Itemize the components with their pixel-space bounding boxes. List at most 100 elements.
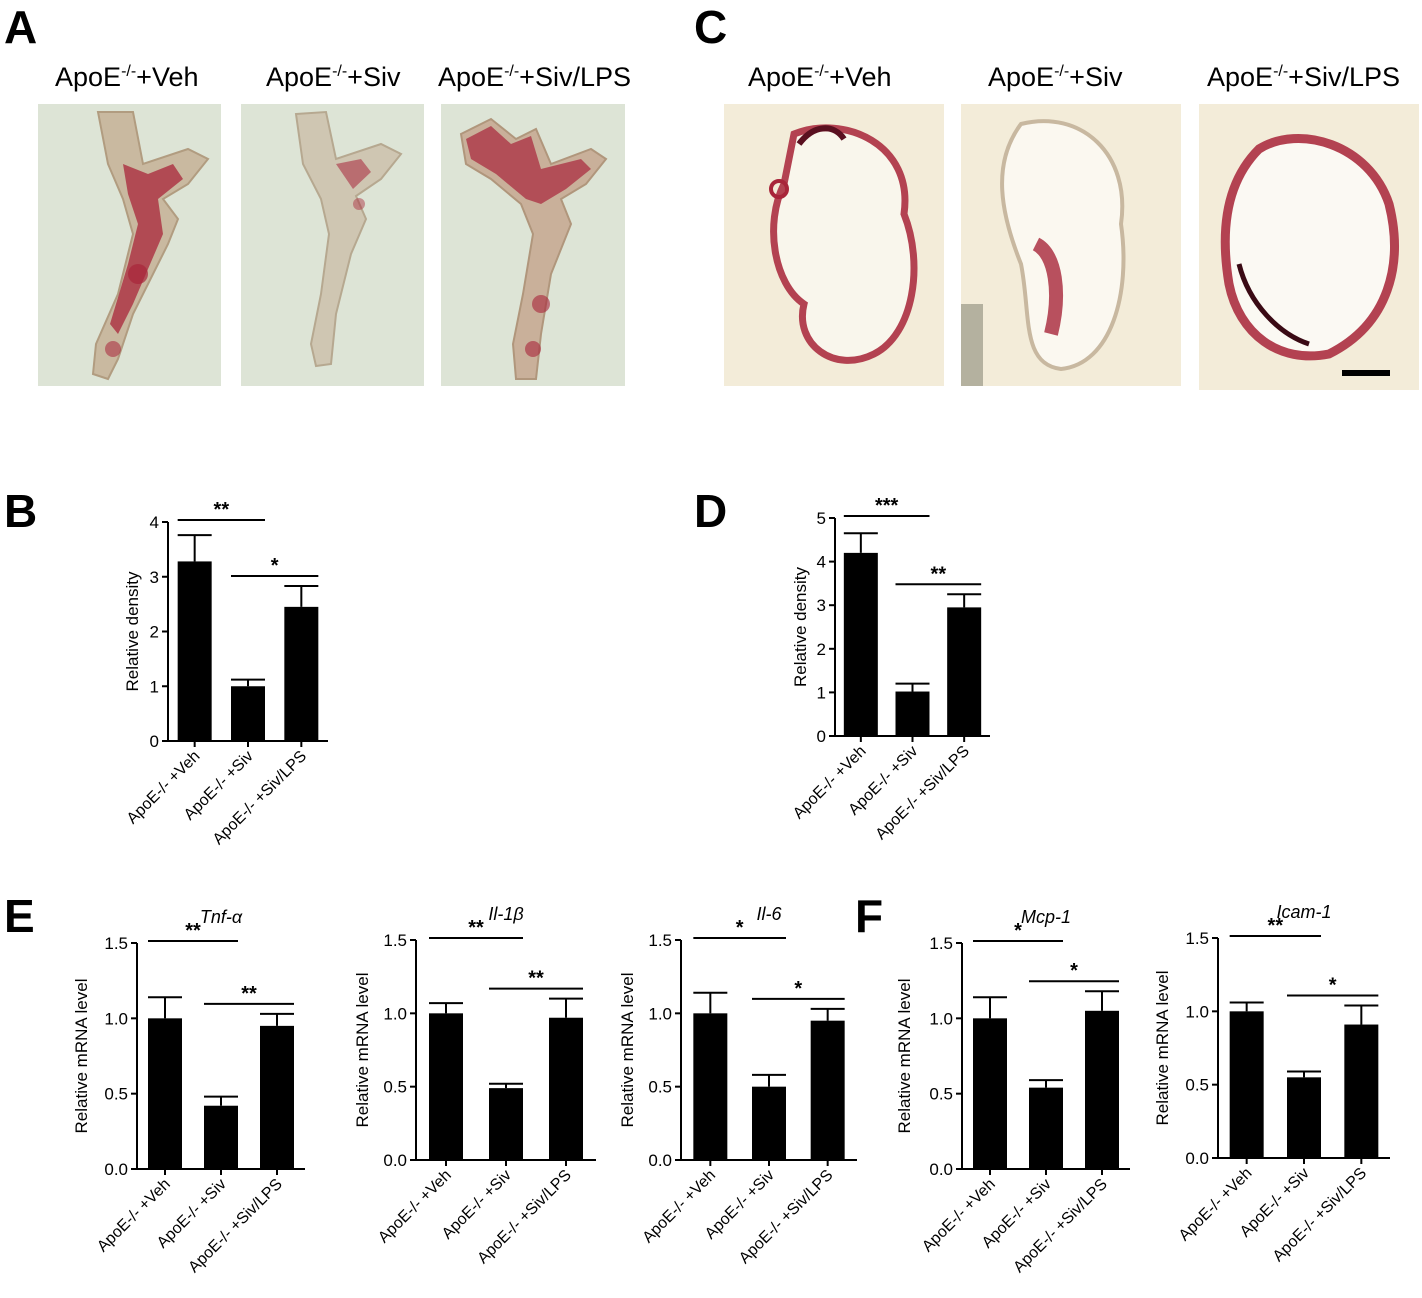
y-axis-label: Relative mRNA level: [1153, 971, 1172, 1126]
y-tick-label: 0.5: [383, 1078, 407, 1097]
y-tick-label: 1.5: [383, 931, 407, 950]
bar: [1029, 1087, 1063, 1169]
y-tick-label: 3: [817, 596, 826, 615]
significance-label: **: [1268, 915, 1284, 937]
y-tick-label: 0.0: [929, 1160, 953, 1179]
bar: [284, 606, 319, 741]
y-tick-label: 2: [150, 623, 159, 642]
bar: [231, 686, 265, 741]
panel-letter-c: C: [694, 1, 728, 53]
y-tick-label: 1.0: [104, 1009, 128, 1028]
significance-label: *: [1070, 960, 1078, 982]
bar: [1287, 1077, 1321, 1158]
y-tick-label: 2: [817, 640, 826, 659]
bar: [752, 1086, 786, 1160]
bar: [429, 1013, 463, 1160]
y-tick-label: 0: [817, 727, 826, 746]
bar: [148, 1018, 182, 1169]
section-photo-siv: [961, 104, 1181, 386]
y-tick-label: 1.0: [648, 1004, 672, 1023]
chart-title: Mcp-1: [1021, 907, 1071, 927]
y-tick-label: 0.0: [1185, 1149, 1209, 1168]
image-label-c-siv: ApoE-/-+Siv: [988, 62, 1123, 92]
panel-letter-b: B: [4, 485, 38, 537]
y-tick-label: 1: [817, 683, 826, 702]
y-axis-label: Relative density: [123, 571, 142, 692]
bar: [177, 561, 212, 741]
bar: [973, 1018, 1007, 1169]
category-label: ApoE-/- +Siv/LPS: [185, 1176, 285, 1276]
significance-label: *: [736, 917, 744, 939]
y-tick-label: 0.5: [648, 1078, 672, 1097]
panel-letter-e: E: [4, 890, 35, 942]
significance-label: *: [271, 555, 279, 577]
significance-label: **: [185, 920, 201, 942]
category-label: ApoE-/- +Siv/LPS: [1010, 1176, 1110, 1276]
significance-label: **: [528, 968, 544, 990]
y-tick-label: 3: [150, 568, 159, 587]
bar: [895, 691, 930, 736]
aorta-photo-siv-lps: [441, 104, 625, 386]
panel-letter-d: D: [694, 485, 728, 537]
y-tick-label: 0.0: [383, 1151, 407, 1170]
section-photo-siv-lps: [1199, 104, 1419, 390]
bar: [1085, 1010, 1119, 1169]
y-tick-label: 0.5: [929, 1085, 953, 1104]
bar: [489, 1088, 523, 1160]
image-label-a-siv: ApoE-/-+Siv: [266, 62, 401, 92]
aorta-photo-siv: [241, 104, 424, 386]
chart-title: Icam-1: [1276, 902, 1331, 922]
y-tick-label: 1.5: [1185, 929, 1209, 948]
significance-label: *: [1329, 974, 1337, 996]
significance-label: **: [468, 917, 484, 939]
y-tick-label: 1: [150, 677, 159, 696]
significance-label: **: [214, 499, 230, 521]
category-label: ApoE-/- +Siv/LPS: [210, 748, 310, 848]
chart-title: Il-6: [756, 904, 782, 924]
y-tick-label: 0.5: [104, 1085, 128, 1104]
chart-title: Il-1β: [488, 904, 523, 924]
image-label-c-veh: ApoE-/-+Veh: [748, 62, 892, 92]
category-label: ApoE-/- +Siv/LPS: [873, 743, 973, 843]
significance-label: **: [931, 563, 947, 585]
y-tick-label: 4: [150, 513, 159, 532]
bar: [810, 1020, 845, 1160]
chart-e-tnf: Tnf-α Relative mRNA level 0.0 0.5 1.0 1.5 ApoE…: [72, 907, 305, 1276]
y-tick-label: 1.0: [383, 1004, 407, 1023]
y-tick-label: 1.0: [1185, 1002, 1209, 1021]
y-tick-label: 0.0: [648, 1151, 672, 1170]
y-tick-label: 1.5: [929, 934, 953, 953]
y-tick-label: 0: [150, 732, 159, 751]
y-tick-label: 1.0: [929, 1009, 953, 1028]
significance-label: **: [241, 983, 257, 1005]
image-label-c-siv-lps: ApoE-/-+Siv/LPS: [1207, 62, 1400, 92]
bar: [1229, 1011, 1264, 1158]
y-tick-label: 0.5: [1185, 1076, 1209, 1095]
y-tick-label: 5: [817, 509, 826, 528]
y-axis-label: Relative mRNA level: [618, 973, 637, 1128]
significance-label: *: [1014, 920, 1022, 942]
chart-f-mcp1: Mcp-1 Relative mRNA level 0.0 0.5 1.0 1.5 ApoE…: [895, 907, 1130, 1276]
panel-letter-f: F: [855, 890, 884, 942]
bar: [843, 552, 878, 736]
bar: [549, 1017, 583, 1160]
y-axis-label: Relative density: [791, 567, 810, 688]
image-label-a-siv-lps: ApoE-/-+Siv/LPS: [438, 62, 631, 92]
y-tick-label: 1.5: [104, 934, 128, 953]
significance-label: ***: [875, 495, 899, 517]
y-tick-label: 1.5: [648, 931, 672, 950]
y-axis-label: Relative mRNA level: [353, 973, 372, 1128]
panel-letter-a: A: [4, 1, 38, 53]
aorta-photo-veh: [38, 104, 221, 386]
scale-bar: [1342, 370, 1390, 376]
y-axis-label: Relative mRNA level: [895, 979, 914, 1134]
bar: [1344, 1024, 1379, 1158]
y-tick-label: 4: [817, 553, 826, 572]
image-label-a-veh: ApoE-/-+Veh: [55, 62, 199, 92]
y-tick-label: 0.0: [104, 1160, 128, 1179]
